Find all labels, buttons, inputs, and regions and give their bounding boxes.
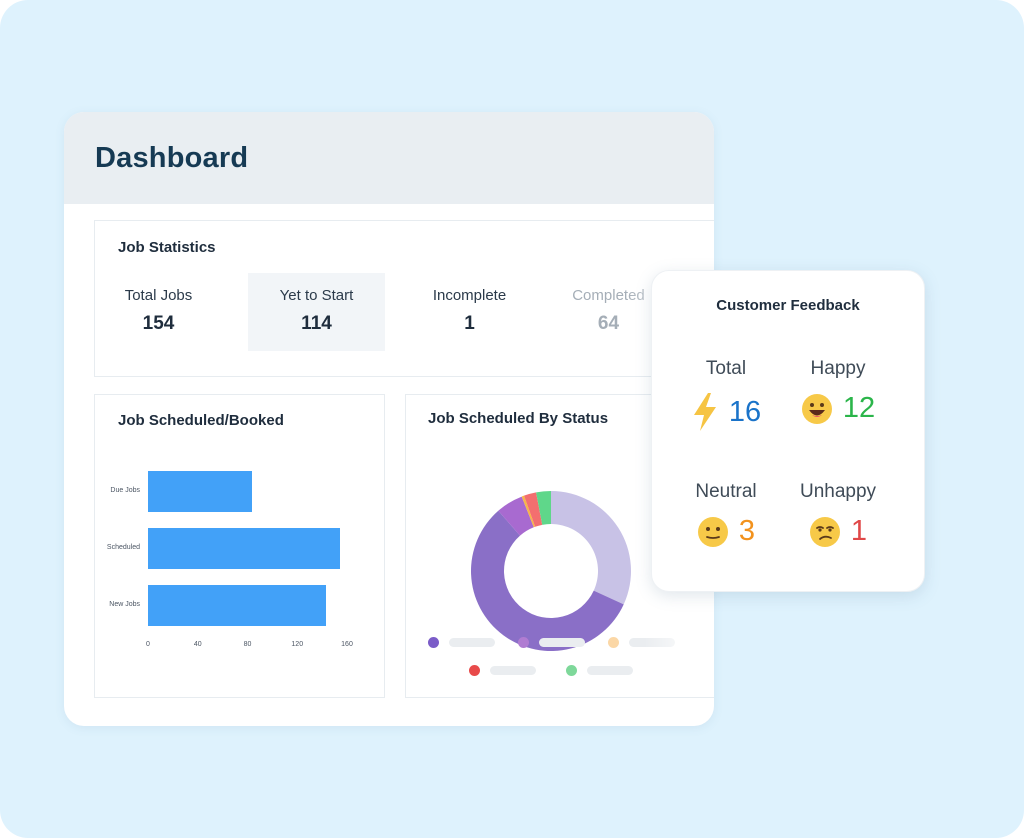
bar[interactable] bbox=[148, 585, 326, 626]
stat-value: 64 bbox=[597, 313, 620, 334]
legend-label-placeholder bbox=[539, 638, 585, 647]
job-statistics-panel: Job Statistics Total Jobs 154 Yet to Sta… bbox=[94, 220, 714, 377]
feedback-neutral[interactable]: Neutral 3 bbox=[658, 481, 794, 548]
neutral-face-icon bbox=[697, 516, 728, 547]
feedback-unhappy[interactable]: Unhappy 1 bbox=[770, 481, 906, 548]
donut-slice[interactable] bbox=[471, 510, 624, 651]
customer-feedback-card: Customer Feedback Total 16 Happy 12 Neut… bbox=[651, 270, 925, 592]
x-tick-label: 40 bbox=[193, 641, 202, 648]
feedback-label: Unhappy bbox=[799, 481, 877, 502]
feedback-label: Happy bbox=[810, 358, 866, 379]
legend-dot bbox=[469, 665, 480, 676]
feedback-value: 3 bbox=[738, 515, 756, 547]
dashboard-card: Dashboard Job Statistics Total Jobs 154 … bbox=[64, 112, 714, 726]
donut-slice[interactable] bbox=[536, 491, 551, 525]
feedback-label: Neutral bbox=[695, 481, 757, 502]
stat-value: 154 bbox=[142, 313, 175, 334]
job-scheduled-booked-panel: Job Scheduled/Booked Due Jobs Scheduled Ne… bbox=[94, 394, 385, 698]
lightning-icon bbox=[693, 393, 716, 431]
bar[interactable] bbox=[148, 471, 253, 512]
bar-chart: Due Jobs Scheduled New Jobs 0 40 80 120 160 bbox=[95, 395, 384, 697]
legend-label-placeholder bbox=[629, 638, 675, 647]
stat-value: 114 bbox=[301, 313, 332, 334]
unhappy-face-icon bbox=[809, 516, 840, 547]
donut-chart-title: Job Scheduled By Status bbox=[428, 410, 609, 427]
legend-label-placeholder bbox=[490, 666, 536, 675]
x-tick-label: 160 bbox=[341, 641, 353, 648]
x-tick-label: 120 bbox=[291, 641, 304, 648]
bar-label: Scheduled bbox=[106, 543, 140, 551]
x-tick-label: 0 bbox=[146, 641, 150, 648]
stat-value: 1 bbox=[464, 313, 475, 334]
legend-dot bbox=[608, 637, 619, 648]
stat-incomplete[interactable]: Incomplete 1 bbox=[401, 273, 538, 351]
stat-label: Incomplete bbox=[432, 287, 507, 304]
legend-dot bbox=[428, 637, 439, 648]
legend-label-placeholder bbox=[449, 638, 495, 647]
donut-slice[interactable] bbox=[551, 491, 631, 605]
page-title: Dashboard bbox=[95, 141, 249, 174]
dashboard-header: Dashboard bbox=[64, 112, 714, 204]
stat-yet-to-start[interactable]: Yet to Start 114 bbox=[248, 273, 385, 351]
customer-feedback-title: Customer Feedback bbox=[716, 297, 860, 314]
feedback-value: 16 bbox=[728, 395, 762, 428]
donut-slice[interactable] bbox=[498, 496, 534, 536]
x-tick-label: 80 bbox=[243, 641, 252, 648]
bar[interactable] bbox=[148, 528, 340, 569]
feedback-value: 12 bbox=[842, 392, 876, 424]
job-statistics-title: Job Statistics bbox=[118, 239, 216, 256]
happy-face-icon bbox=[801, 393, 832, 424]
feedback-happy[interactable]: Happy 12 bbox=[770, 358, 906, 425]
bar-label: Due Jobs bbox=[110, 486, 140, 494]
stat-label: Yet to Start bbox=[279, 287, 354, 304]
feedback-label: Total bbox=[705, 358, 747, 379]
donut-slice[interactable] bbox=[521, 495, 536, 528]
stat-label: Total Jobs bbox=[124, 287, 193, 304]
bar-label: New Jobs bbox=[109, 600, 140, 608]
donut-chart bbox=[471, 491, 631, 651]
legend-dot bbox=[518, 637, 529, 648]
bar-chart-title: Job Scheduled/Booked bbox=[118, 412, 284, 429]
feedback-total[interactable]: Total 16 bbox=[658, 358, 794, 432]
donut-slice[interactable] bbox=[524, 492, 543, 527]
legend-label-placeholder bbox=[587, 666, 633, 675]
feedback-value: 1 bbox=[850, 515, 868, 547]
stat-total-jobs[interactable]: Total Jobs 154 bbox=[90, 273, 227, 351]
legend-dot bbox=[566, 665, 577, 676]
